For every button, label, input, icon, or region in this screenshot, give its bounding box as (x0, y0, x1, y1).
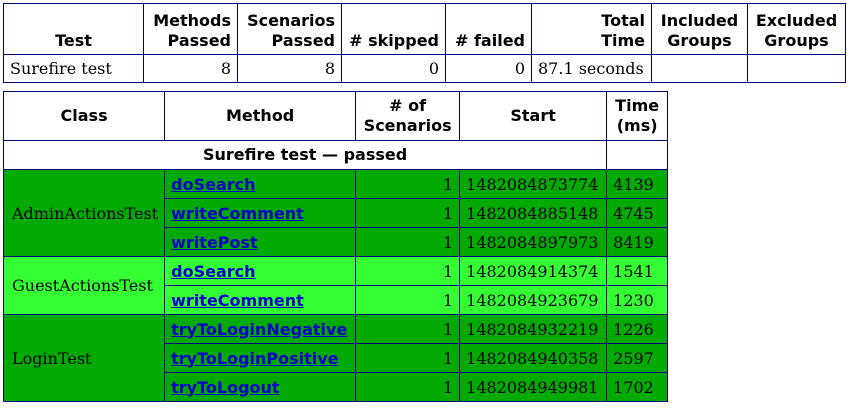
header-scenarios-passed: Scenarios Passed (237, 3, 342, 55)
start-time-cell: 1482084885148 (459, 198, 608, 228)
method-link[interactable]: tryToLoginPositive (171, 348, 339, 368)
scenarios-count-cell: 1 (355, 198, 461, 228)
method-link[interactable]: writeComment (171, 290, 304, 310)
summary-test-name: Surefire test (3, 54, 144, 83)
header-total-line2: Time (601, 31, 645, 50)
results-header-row: Class Method # of Scenarios Start Time (ms… (2, 91, 669, 141)
header-methods-passed: Methods Passed (143, 3, 238, 55)
header-scenarios-line2: Scenarios (363, 116, 452, 135)
table-row: AdminActionsTest doSearch 1 1482084873774 41… (2, 169, 669, 257)
table-row: writeComment 1 1482084885148 4745 (3, 198, 669, 228)
duration-cell: 4139 (606, 169, 669, 199)
scenarios-count-cell: 1 (355, 169, 461, 199)
class-name-cell: LoginTest (2, 314, 166, 402)
start-time-cell: 1482084897973 (459, 227, 608, 257)
duration-cell: 1541 (606, 256, 669, 286)
method-link[interactable]: tryToLoginNegative (171, 319, 348, 339)
table-row: LoginTest tryToLoginNegative 1 148208493221… (2, 314, 669, 402)
summary-scenarios-passed: 8 (237, 54, 342, 83)
results-table: Class Method # of Scenarios Start Time (ms… (2, 91, 669, 402)
suite-time-cell (606, 140, 669, 170)
start-time-cell: 1482084923679 (459, 285, 608, 315)
start-time-cell: 1482084940358 (459, 343, 608, 373)
header-excluded-line1: Excluded (755, 11, 838, 30)
header-included-groups: Included Groups (651, 3, 748, 55)
header-scenarios-line2: Passed (271, 31, 335, 50)
table-row: GuestActionsTest doSearch 1 1482084914374 15… (2, 256, 669, 315)
summary-skipped: 0 (341, 54, 446, 83)
header-total-time: Total Time (531, 3, 652, 55)
method-cell: tryToLoginPositive (164, 343, 357, 373)
duration-cell: 1226 (606, 314, 669, 344)
duration-cell: 8419 (606, 227, 669, 257)
suite-row: Surefire test — passed (2, 140, 669, 170)
scenarios-count-cell: 1 (355, 343, 461, 373)
summary-methods-passed: 8 (143, 54, 238, 83)
scenarios-count-cell: 1 (355, 256, 461, 286)
duration-cell: 2597 (606, 343, 669, 373)
scenarios-count-cell: 1 (355, 285, 461, 315)
scenarios-count-cell: 1 (355, 372, 461, 402)
header-methods-line1: Methods (153, 11, 231, 30)
header-methods-line2: Passed (167, 31, 231, 50)
header-time-line1: Time (615, 96, 660, 115)
method-link[interactable]: writeComment (171, 203, 304, 223)
method-cell: writePost (164, 227, 357, 257)
duration-cell: 4745 (606, 198, 669, 228)
header-failed: # failed (445, 3, 532, 55)
results-body: AdminActionsTest doSearch 1 1482084873774 41… (2, 169, 669, 402)
start-time-cell: 1482084914374 (459, 256, 608, 286)
summary-header-row: Test Methods Passed Scenarios Passed # ski… (3, 3, 846, 55)
start-time-cell: 1482084873774 (459, 169, 608, 199)
duration-cell: 1230 (606, 285, 669, 315)
method-link[interactable]: tryToLogout (171, 377, 280, 397)
duration-cell: 1702 (606, 372, 669, 402)
summary-excluded-groups (747, 54, 846, 83)
class-name-cell: GuestActionsTest (2, 256, 166, 315)
header-method: Method (164, 91, 357, 141)
header-included-line1: Included (660, 11, 739, 30)
summary-failed: 0 (445, 54, 532, 83)
summary-table: Test Methods Passed Scenarios Passed # ski… (3, 3, 846, 83)
scenarios-count-cell: 1 (355, 227, 461, 257)
suite-label: Surefire test — passed (2, 140, 608, 170)
header-start: Start (459, 91, 608, 141)
method-cell: writeComment (164, 198, 357, 228)
header-skipped: # skipped (341, 3, 446, 55)
method-cell: doSearch (164, 169, 357, 199)
start-time-cell: 1482084932219 (459, 314, 608, 344)
header-scenarios-line1: # of (389, 96, 427, 115)
header-scenarios: # of Scenarios (355, 91, 461, 141)
method-cell: tryToLogout (164, 372, 357, 402)
header-class: Class (2, 91, 166, 141)
class-name-cell: AdminActionsTest (2, 169, 166, 257)
method-cell: writeComment (164, 285, 357, 315)
header-time: Time (ms) (606, 91, 669, 141)
header-excluded-groups: Excluded Groups (747, 3, 846, 55)
summary-included-groups (651, 54, 748, 83)
summary-data-row: Surefire test 8 8 0 0 87.1 seconds (3, 54, 846, 83)
summary-total-time: 87.1 seconds (531, 54, 652, 83)
header-scenarios-line1: Scenarios (247, 11, 335, 30)
start-time-cell: 1482084949981 (459, 372, 608, 402)
method-cell: tryToLoginNegative (164, 314, 357, 344)
header-excluded-line2: Groups (764, 31, 829, 50)
header-time-line2: (ms) (616, 116, 658, 135)
header-included-line2: Groups (667, 31, 732, 50)
method-link[interactable]: writePost (171, 232, 258, 252)
method-cell: doSearch (164, 256, 357, 286)
header-total-line1: Total (601, 11, 645, 30)
method-link[interactable]: doSearch (171, 174, 256, 194)
header-test: Test (3, 3, 144, 55)
method-link[interactable]: doSearch (171, 261, 256, 281)
scenarios-count-cell: 1 (355, 314, 461, 344)
